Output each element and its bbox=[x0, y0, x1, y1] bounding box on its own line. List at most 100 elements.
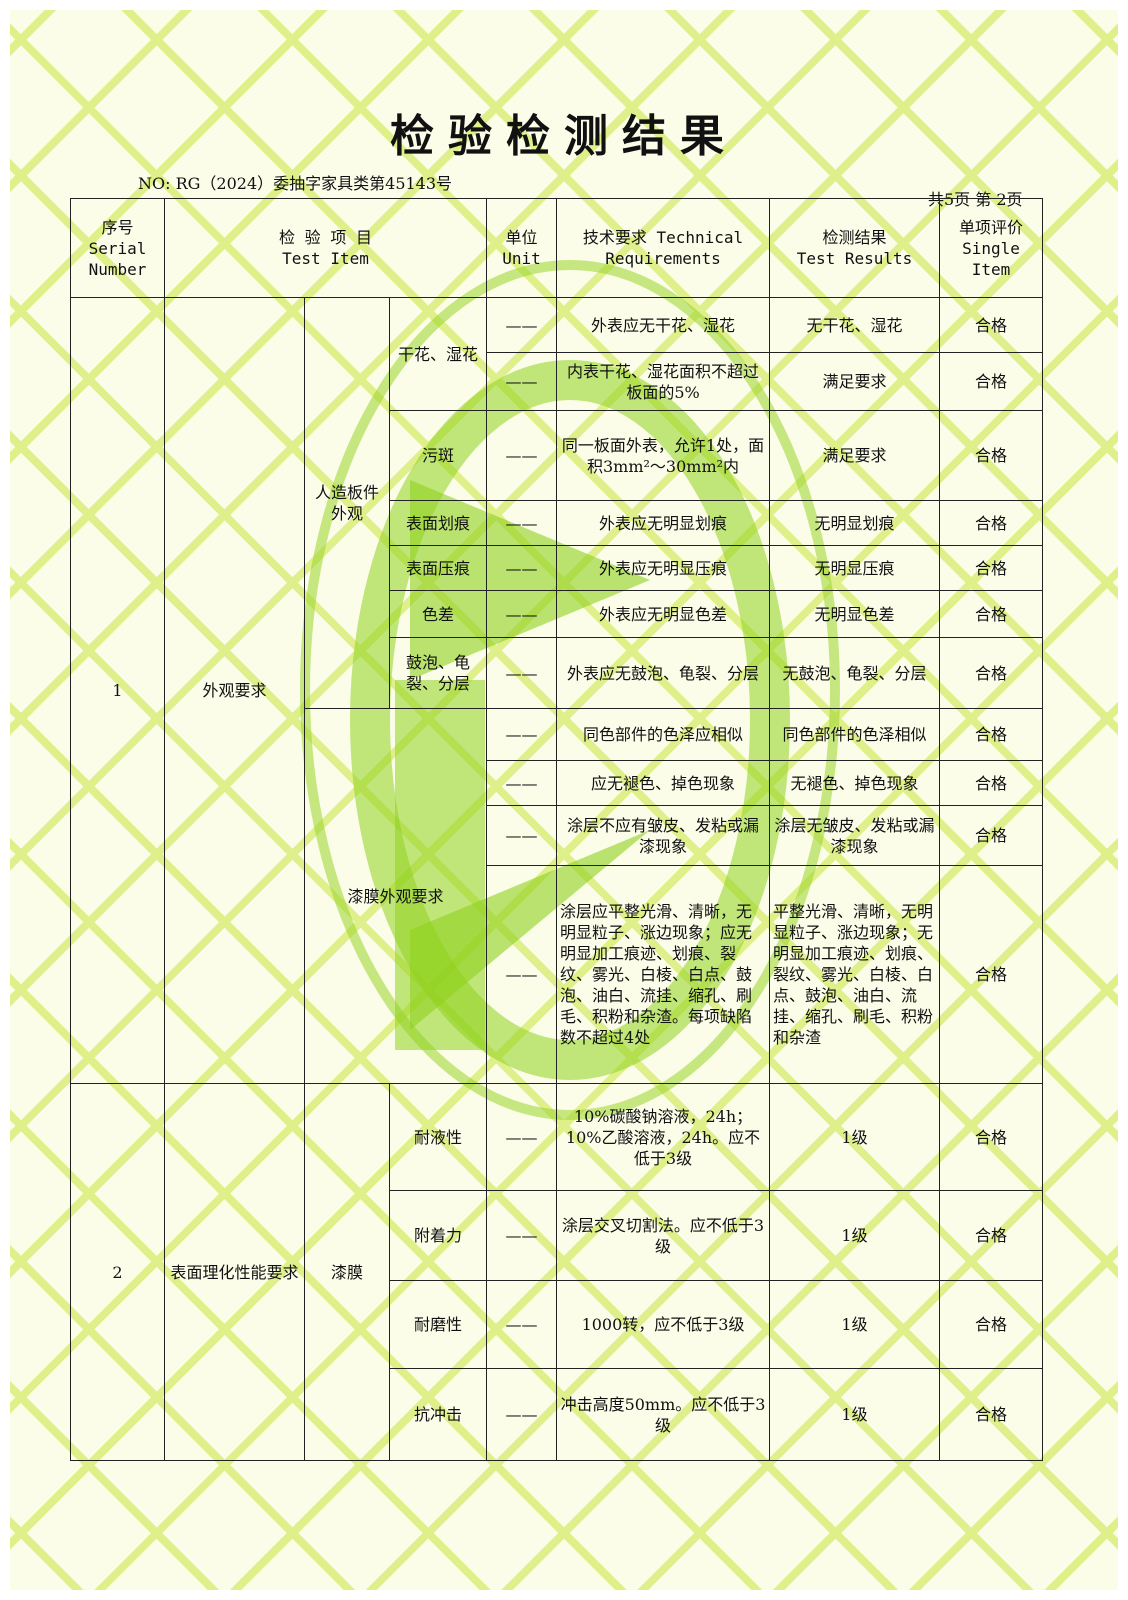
unit-cell: —— bbox=[486, 590, 558, 638]
requirement-cell: 外表应无明显压痕 bbox=[556, 545, 771, 591]
item-cell: 鼓泡、龟裂、分层 bbox=[388, 637, 488, 709]
requirement-cell: 外表应无鼓泡、龟裂、分层 bbox=[556, 637, 771, 709]
unit-cell: —— bbox=[486, 1190, 558, 1281]
serial-cell: 2 bbox=[70, 1083, 165, 1461]
table-row: —— 涂层应平整光滑、清晰，无明显粒子、涨边现象；应无明显加工痕迹、划痕、裂纹、… bbox=[71, 865, 1044, 1084]
result-cell: 平整光滑、清晰，无明显粒子、涨边现象；无明显加工痕迹、划痕、裂纹、雾光、白棱、白… bbox=[769, 865, 941, 1084]
result-cell: 无明显色差 bbox=[769, 590, 941, 638]
evaluation-cell: 合格 bbox=[939, 1083, 1044, 1191]
table-row: 2 表面理化性能要求 漆膜 耐液性 —— 10%碳酸钠溶液，24h；10%乙酸溶… bbox=[70, 1083, 1044, 1461]
evaluation-cell: 合格 bbox=[939, 410, 1044, 501]
evaluation-cell: 合格 bbox=[939, 865, 1044, 1084]
item-subgroup: 漆膜外观要求 bbox=[303, 708, 488, 1084]
requirement-cell: 同色部件的色泽应相似 bbox=[556, 708, 771, 761]
requirement-cell: 涂层不应有皱皮、发粘或漏漆现象 bbox=[556, 805, 771, 866]
result-cell: 涂层无皱皮、发粘或漏漆现象 bbox=[769, 805, 941, 866]
requirement-cell: 1000转，应不低于3级 bbox=[556, 1280, 771, 1369]
item-cell: 干花、湿花 bbox=[388, 297, 488, 411]
table-row: —— 应无褪色、掉色现象 无褪色、掉色现象 合格 bbox=[71, 760, 1044, 806]
result-cell: 满足要求 bbox=[769, 352, 941, 411]
table-row: —— 内表干花、湿花面积不超过板面的5% 满足要求 合格 bbox=[71, 352, 1044, 411]
unit-cell: —— bbox=[486, 760, 558, 806]
unit-cell: —— bbox=[486, 500, 558, 546]
serial-cell: 1 bbox=[70, 297, 165, 1084]
item-cell: 耐液性 bbox=[388, 1083, 488, 1191]
item-cell: 抗冲击 bbox=[388, 1368, 488, 1461]
result-cell: 1级 bbox=[769, 1368, 941, 1461]
unit-cell: —— bbox=[486, 1083, 558, 1191]
item-subgroup: 人造板件外观 bbox=[304, 297, 390, 709]
result-cell: 无褪色、掉色现象 bbox=[769, 760, 941, 806]
result-cell: 1级 bbox=[769, 1083, 941, 1191]
unit-cell: —— bbox=[486, 352, 558, 411]
header-results: 检测结果 Test Results bbox=[769, 198, 941, 298]
page-title: 检验检测结果 bbox=[390, 111, 738, 162]
requirement-cell: 冲击高度50mm。应不低于3级 bbox=[556, 1368, 771, 1461]
header-requirements: 技术要求 Technical Requirements bbox=[556, 198, 771, 298]
table-row: 鼓泡、龟裂、分层 —— 外表应无鼓泡、龟裂、分层 无鼓泡、龟裂、分层 合格 bbox=[71, 637, 1044, 709]
table-row: 表面划痕 —— 外表应无明显划痕 无明显划痕 合格 bbox=[71, 500, 1044, 546]
item-cell: 耐磨性 bbox=[388, 1280, 488, 1369]
unit-cell: —— bbox=[486, 297, 558, 353]
result-cell: 满足要求 bbox=[769, 410, 941, 501]
unit-cell: —— bbox=[486, 1368, 558, 1461]
table-row: 污斑 —— 同一板面外表，允许1处，面积3mm²～30mm²内 满足要求 合格 bbox=[71, 410, 1044, 501]
requirement-cell: 涂层交叉切割法。应不低于3级 bbox=[556, 1190, 771, 1281]
requirement-cell: 外表应无明显色差 bbox=[556, 590, 771, 638]
table-row: 耐磨性 —— 1000转，应不低于3级 1级 合格 bbox=[71, 1280, 1044, 1369]
requirement-cell: 10%碳酸钠溶液，24h；10%乙酸溶液，24h。应不低于3级 bbox=[556, 1083, 771, 1191]
unit-cell: —— bbox=[486, 637, 558, 709]
requirement-cell: 外表应无干花、湿花 bbox=[556, 297, 771, 353]
table-header: 序号 Serial Number 检 验 项 目 Test Item 单位 Unit … bbox=[70, 198, 1044, 298]
evaluation-cell: 合格 bbox=[939, 500, 1044, 546]
result-cell: 无明显划痕 bbox=[769, 500, 941, 546]
result-cell: 无鼓泡、龟裂、分层 bbox=[769, 637, 941, 709]
result-cell: 无明显压痕 bbox=[769, 545, 941, 591]
table-row: 色差 —— 外表应无明显色差 无明显色差 合格 bbox=[71, 590, 1044, 638]
item-subgroup: 漆膜 bbox=[304, 1083, 390, 1461]
evaluation-cell: 合格 bbox=[939, 545, 1044, 591]
result-cell: 1级 bbox=[769, 1280, 941, 1369]
table-row: 1 外观要求 人造板件外观 干花、湿花 —— 外表应无干花、湿花 无干花、湿花 … bbox=[70, 297, 1044, 1084]
result-cell: 同色部件的色泽相似 bbox=[769, 708, 941, 761]
requirement-cell: 涂层应平整光滑、清晰，无明显粒子、涨边现象；应无明显加工痕迹、划痕、裂纹、雾光、… bbox=[556, 865, 771, 1084]
unit-cell: —— bbox=[486, 865, 558, 1084]
item-cell: 附着力 bbox=[388, 1190, 488, 1281]
table-row: 抗冲击 —— 冲击高度50mm。应不低于3级 1级 合格 bbox=[71, 1368, 1044, 1461]
unit-cell: —— bbox=[486, 545, 558, 591]
item-group: 表面理化性能要求 bbox=[164, 1083, 305, 1461]
unit-cell: —— bbox=[486, 708, 558, 761]
result-cell: 1级 bbox=[769, 1190, 941, 1281]
evaluation-cell: 合格 bbox=[939, 352, 1044, 411]
header-item: 检 验 项 目 Test Item bbox=[163, 198, 488, 298]
header-serial: 序号 Serial Number bbox=[70, 198, 165, 298]
unit-cell: —— bbox=[486, 1280, 558, 1369]
item-cell: 色差 bbox=[388, 590, 488, 638]
item-cell: 表面划痕 bbox=[388, 500, 488, 546]
evaluation-cell: 合格 bbox=[939, 1368, 1044, 1461]
requirement-cell: 内表干花、湿花面积不超过板面的5% bbox=[556, 352, 771, 411]
evaluation-cell: 合格 bbox=[939, 1190, 1044, 1281]
evaluation-cell: 合格 bbox=[939, 637, 1044, 709]
header-evaluation: 单项评价 Single Item bbox=[939, 198, 1044, 298]
evaluation-cell: 合格 bbox=[939, 590, 1044, 638]
evaluation-cell: 合格 bbox=[939, 708, 1044, 761]
requirement-cell: 外表应无明显划痕 bbox=[556, 500, 771, 546]
table-row: —— 涂层不应有皱皮、发粘或漏漆现象 涂层无皱皮、发粘或漏漆现象 合格 bbox=[71, 805, 1044, 866]
unit-cell: —— bbox=[486, 410, 558, 501]
requirement-cell: 应无褪色、掉色现象 bbox=[556, 760, 771, 806]
evaluation-cell: 合格 bbox=[939, 760, 1044, 806]
requirement-cell: 同一板面外表，允许1处，面积3mm²～30mm²内 bbox=[556, 410, 771, 501]
table-row: 附着力 —— 涂层交叉切割法。应不低于3级 1级 合格 bbox=[71, 1190, 1044, 1281]
item-cell: 表面压痕 bbox=[388, 545, 488, 591]
item-cell: 污斑 bbox=[388, 410, 488, 501]
results-table: 序号 Serial Number 检 验 项 目 Test Item 单位 Unit … bbox=[70, 198, 1044, 1461]
table-row: 漆膜外观要求 —— 同色部件的色泽应相似 同色部件的色泽相似 合格 bbox=[71, 708, 1044, 1084]
report-number: NO: RG（2024）委抽字家具类第45143号 bbox=[138, 174, 453, 193]
evaluation-cell: 合格 bbox=[939, 1280, 1044, 1369]
result-cell: 无干花、湿花 bbox=[769, 297, 941, 353]
item-group: 外观要求 bbox=[164, 297, 305, 1084]
table-row: 表面压痕 —— 外表应无明显压痕 无明显压痕 合格 bbox=[71, 545, 1044, 591]
header-unit: 单位 Unit bbox=[486, 198, 558, 298]
unit-cell: —— bbox=[486, 805, 558, 866]
